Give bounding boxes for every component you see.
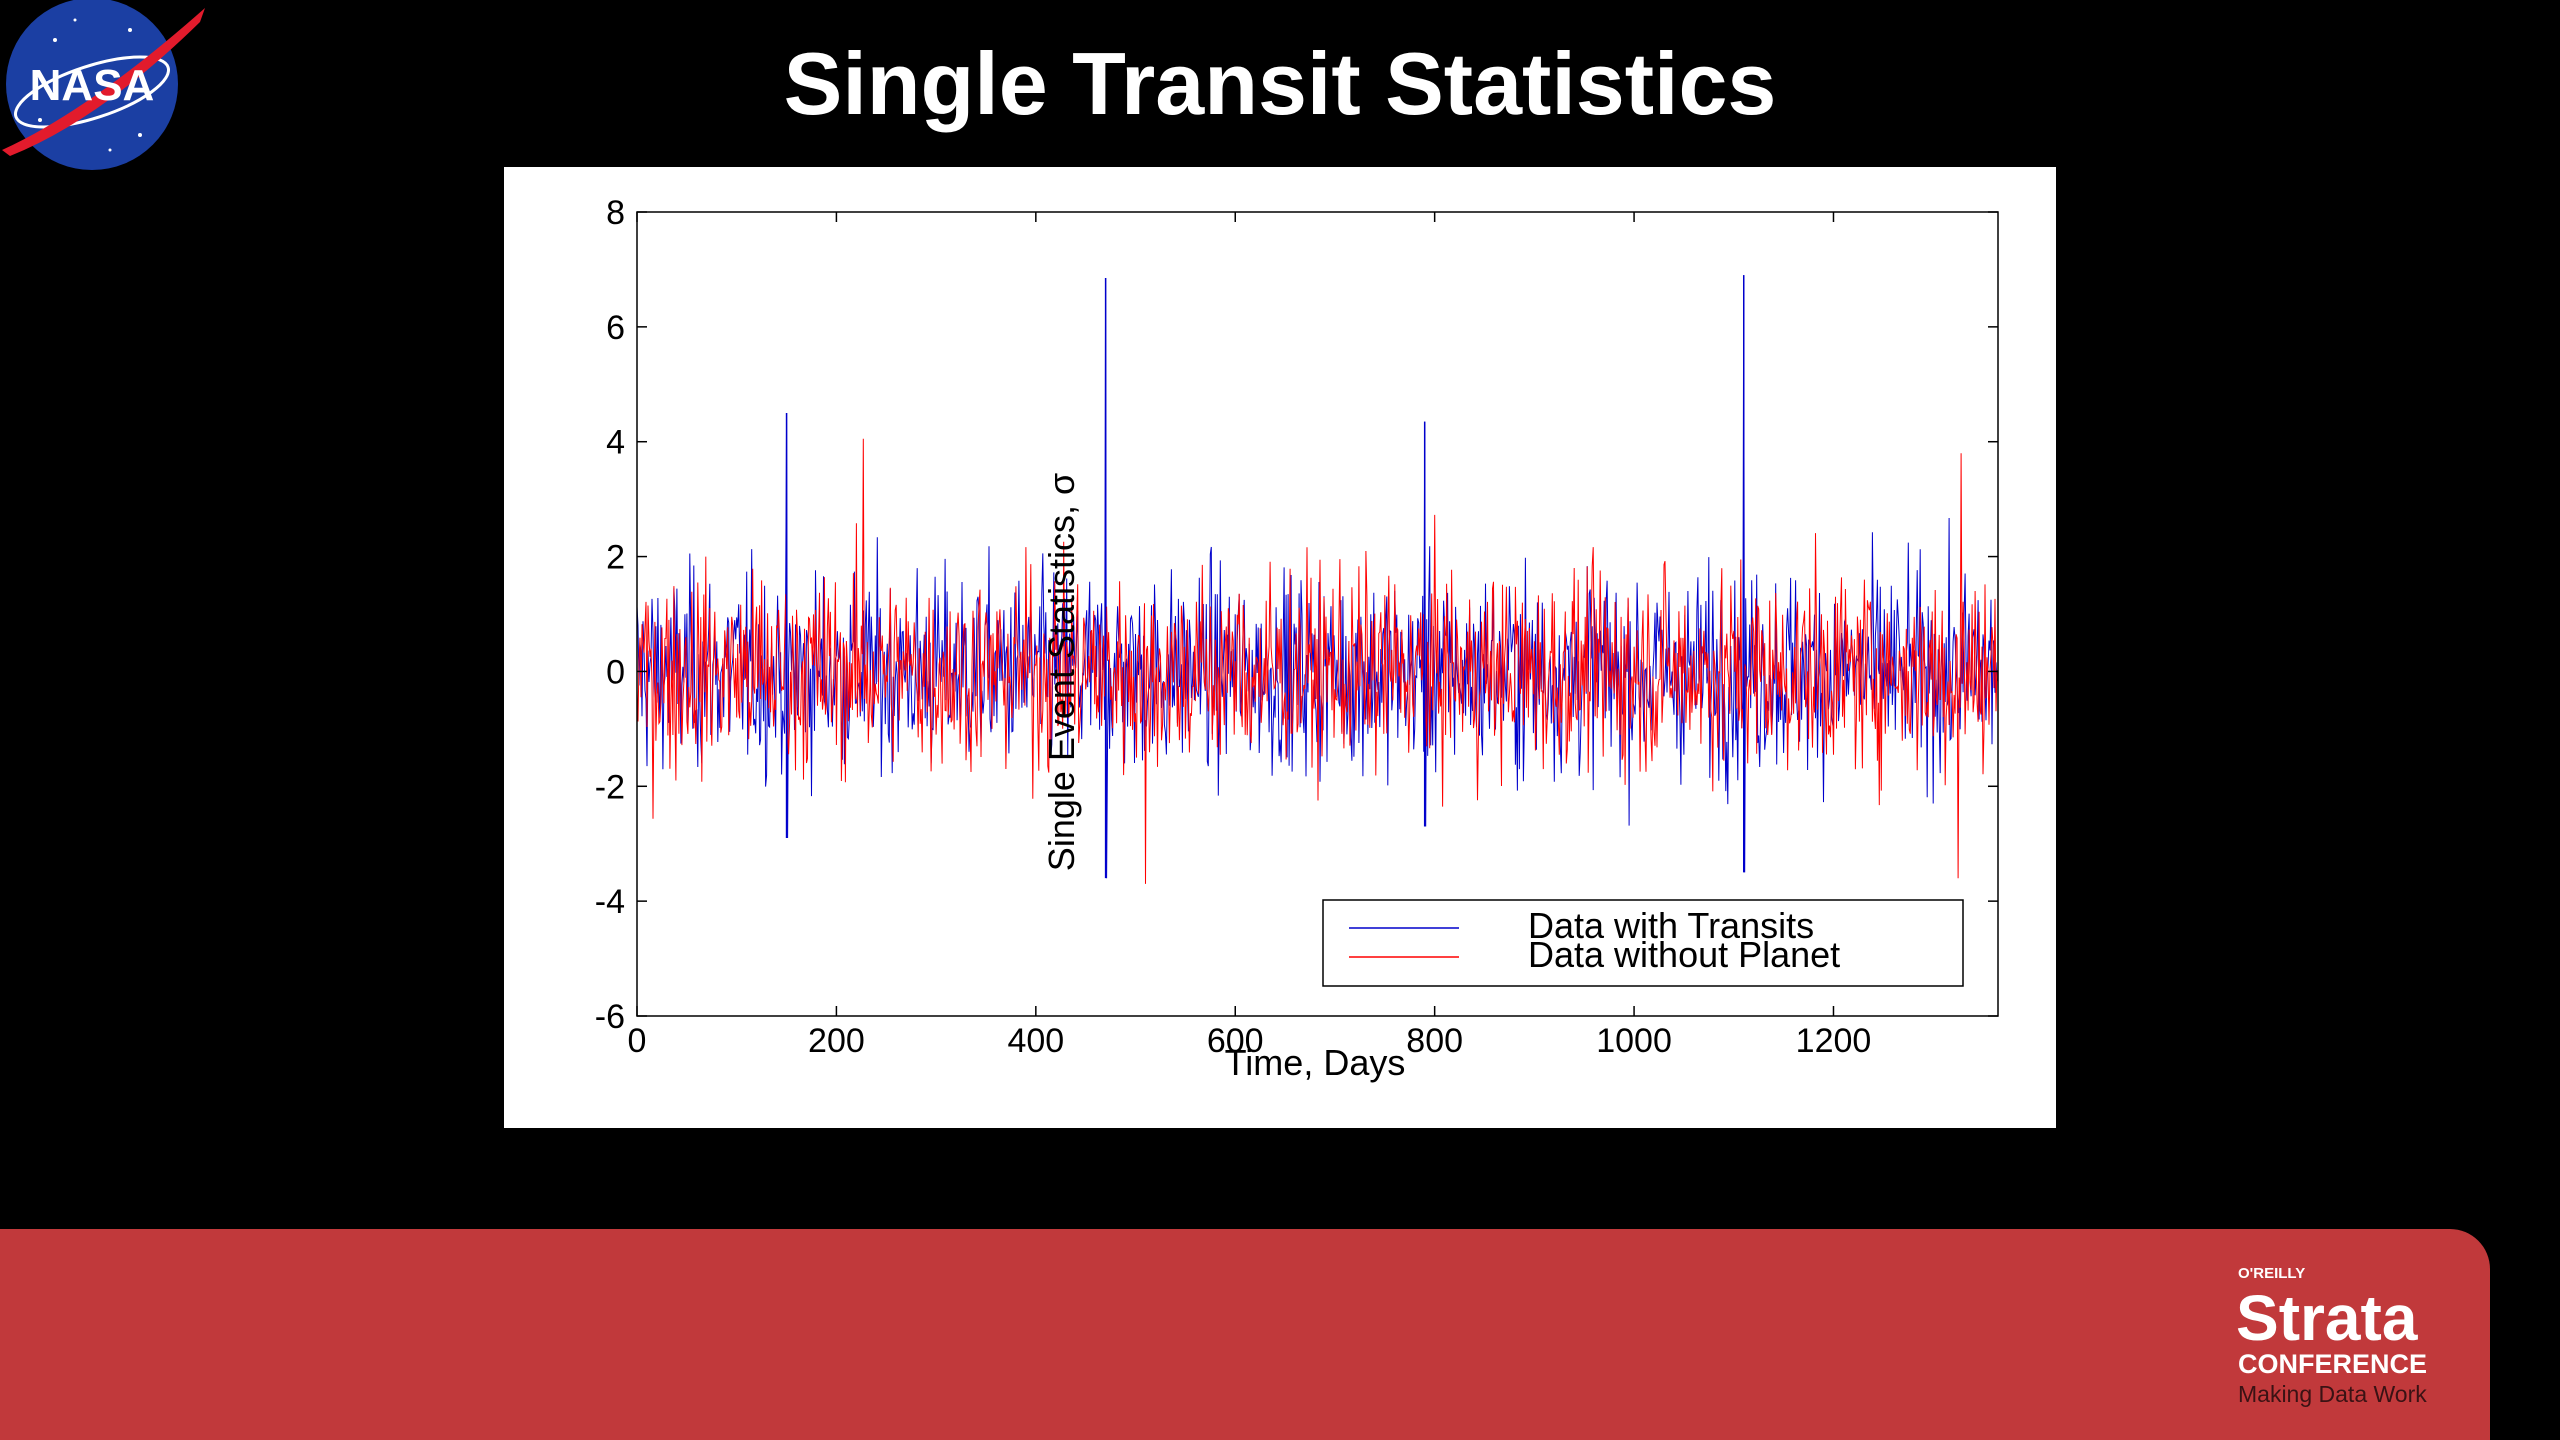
y-tick-label: 0 — [606, 653, 625, 691]
y-tick-label: 2 — [606, 539, 625, 577]
x-tick-label: 600 — [1207, 1022, 1264, 1060]
series-line-with-transits — [636, 275, 1998, 879]
conference-wordmark: CONFERENCE — [2238, 1349, 2427, 1379]
y-tick-label: 8 — [606, 194, 625, 232]
series-line-without-planet — [636, 438, 1998, 884]
x-tick-label: 0 — [628, 1022, 647, 1060]
legend-box — [1322, 899, 1964, 987]
nasa-logo-text: NASA — [30, 61, 155, 110]
x-axis-label: Time, Days — [1225, 1042, 1406, 1083]
footer-band — [0, 1229, 2490, 1440]
slide-title: Single Transit Statistics — [783, 34, 1777, 133]
strata-conference-logo: O'REILLY Strata CONFERENCE Making Data W… — [2236, 1265, 2427, 1407]
tagline: Making Data Work — [2238, 1381, 2427, 1407]
y-tick-label: -2 — [595, 768, 625, 806]
x-tick-label: 1200 — [1796, 1022, 1872, 1060]
nasa-logo: NASA — [2, 0, 205, 170]
x-tick-label: 400 — [1007, 1022, 1064, 1060]
plot-frame — [636, 211, 1999, 1017]
oreilly-wordmark: O'REILLY — [2238, 1265, 2305, 1282]
single-event-statistics-chart: 0 200 400 600 800 1000 1200 -6 -4 -2 0 2 4 6 8 Time, D… — [595, 194, 1999, 1083]
figure-panel: 0 200 400 600 800 1000 1200 -6 -4 -2 0 2 4 6 8 Time, D… — [504, 167, 2056, 1128]
y-tick-label: -4 — [595, 883, 625, 921]
x-tick-label: 200 — [808, 1022, 865, 1060]
legend-label-without-planet: Data without Planet — [1528, 934, 1840, 975]
y-tick-label: -6 — [595, 998, 625, 1036]
legend: Data with Transits Data without Planet — [1322, 899, 1964, 987]
plot-area — [636, 275, 1998, 884]
x-tick-label: 1000 — [1596, 1022, 1672, 1060]
y-tick-label: 6 — [606, 309, 625, 347]
y-axis-label: Single Event Statistics, σ — [1041, 473, 1082, 871]
strata-wordmark: Strata — [2236, 1282, 2418, 1354]
nasa-logo-vector — [2, 8, 205, 156]
legend-label-with-transits: Data with Transits — [1528, 905, 1814, 946]
x-tick-label: 800 — [1406, 1022, 1463, 1060]
axes: 0 200 400 600 800 1000 1200 -6 -4 -2 0 2 4 6 8 — [595, 194, 1999, 1060]
y-tick-label: 4 — [606, 424, 625, 462]
